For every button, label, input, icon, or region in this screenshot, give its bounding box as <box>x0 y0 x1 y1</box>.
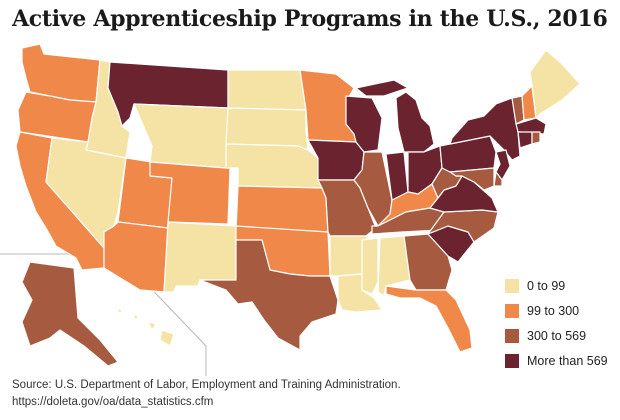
legend-label: 99 to 300 <box>527 304 580 318</box>
state-sd <box>225 107 309 151</box>
state-nd <box>227 69 307 111</box>
legend-swatch <box>505 304 519 318</box>
state-ri <box>531 131 541 145</box>
state-wy <box>133 103 229 169</box>
source-note: Source: U.S. Department of Labor, Employ… <box>12 377 401 411</box>
state-il <box>353 151 393 227</box>
legend-label: 0 to 99 <box>527 279 566 293</box>
state-fl <box>385 285 473 353</box>
legend-item: 99 to 300 <box>505 302 579 320</box>
state-nv <box>45 137 127 249</box>
legend-item: 300 to 569 <box>505 327 586 345</box>
legend-swatch <box>505 354 519 368</box>
state-tx <box>199 239 339 351</box>
state-hi <box>115 307 175 347</box>
state-ct <box>517 131 533 149</box>
state-ak <box>21 261 119 367</box>
legend-item: 0 to 99 <box>505 277 565 295</box>
source-line: Source: U.S. Department of Labor, Employ… <box>12 379 401 391</box>
state-az <box>103 221 169 293</box>
legend-item: More than 569 <box>505 352 608 370</box>
inset-divider <box>0 253 207 376</box>
state-md <box>449 167 495 191</box>
state-ks <box>235 185 329 233</box>
legend-swatch <box>505 279 519 293</box>
legend-swatch <box>505 329 519 343</box>
state-mi <box>355 79 435 153</box>
legend-label: More than 569 <box>527 354 608 368</box>
state-pa <box>439 135 497 173</box>
map-title: Active Apprenticeship Programs in the U.… <box>12 6 608 32</box>
state-ne <box>225 143 323 189</box>
state-de <box>493 171 503 187</box>
source-url: https://doleta.gov/oa/data_statistics.cf… <box>12 396 214 408</box>
us-map <box>0 43 581 376</box>
state-ms <box>361 237 379 295</box>
state-me <box>529 49 581 119</box>
legend-label: 300 to 569 <box>527 329 587 343</box>
